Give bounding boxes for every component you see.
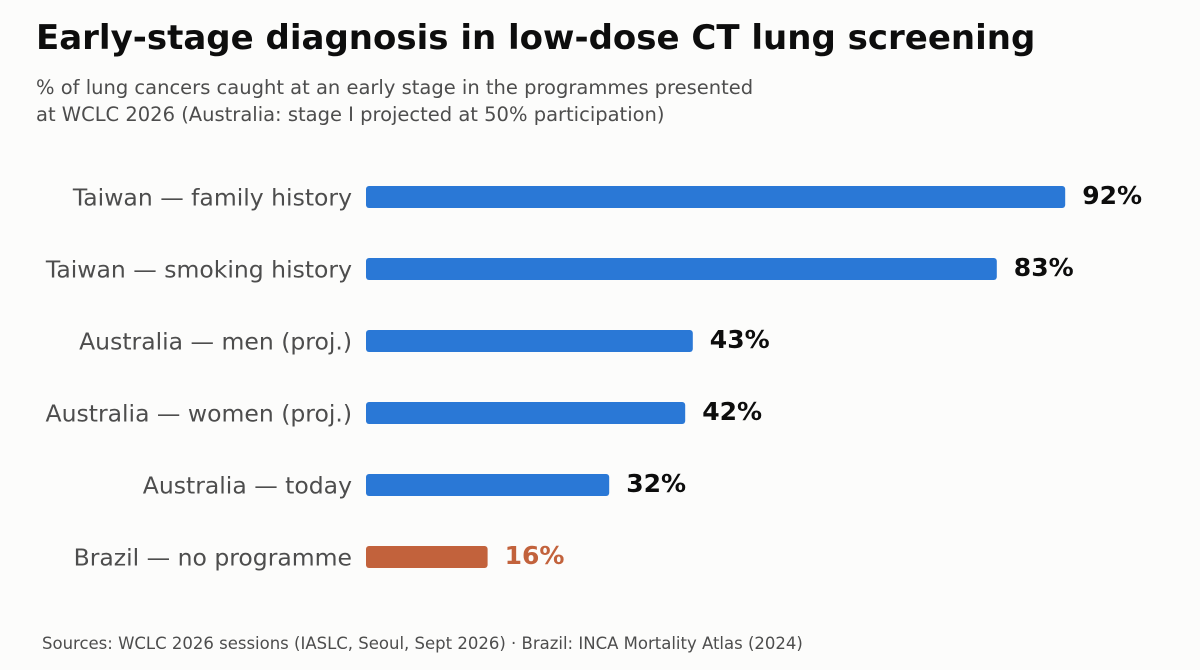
bar [366, 186, 1066, 208]
bar [366, 330, 693, 352]
chart-title: Early-stage diagnosis in low-dose CT lun… [36, 18, 1036, 58]
category-label: Taiwan — smoking history [45, 256, 352, 284]
category-label: Taiwan — family history [72, 184, 352, 212]
bar [366, 258, 997, 280]
value-label: 83% [1014, 253, 1074, 282]
source-note: Sources: WCLC 2026 sessions (IASLC, Seou… [42, 634, 803, 653]
value-label: 43% [710, 325, 770, 354]
value-label: 92% [1082, 181, 1142, 210]
category-label: Brazil — no programme [74, 544, 352, 572]
subtitle-line-1: % of lung cancers caught at an early sta… [36, 76, 754, 99]
bar [366, 474, 610, 496]
bar-highlighted [366, 546, 488, 568]
category-label: Australia — women (proj.) [46, 400, 352, 428]
category-label: Australia — men (proj.) [79, 328, 352, 356]
category-label: Australia — today [143, 472, 352, 500]
subtitle-line-2: at WCLC 2026 (Australia: stage I project… [36, 103, 665, 126]
chart-subtitle: % of lung cancers caught at an early sta… [36, 74, 936, 128]
bar [366, 402, 686, 424]
value-label: 16% [505, 541, 565, 570]
value-label: 42% [702, 397, 762, 426]
value-label: 32% [626, 469, 686, 498]
